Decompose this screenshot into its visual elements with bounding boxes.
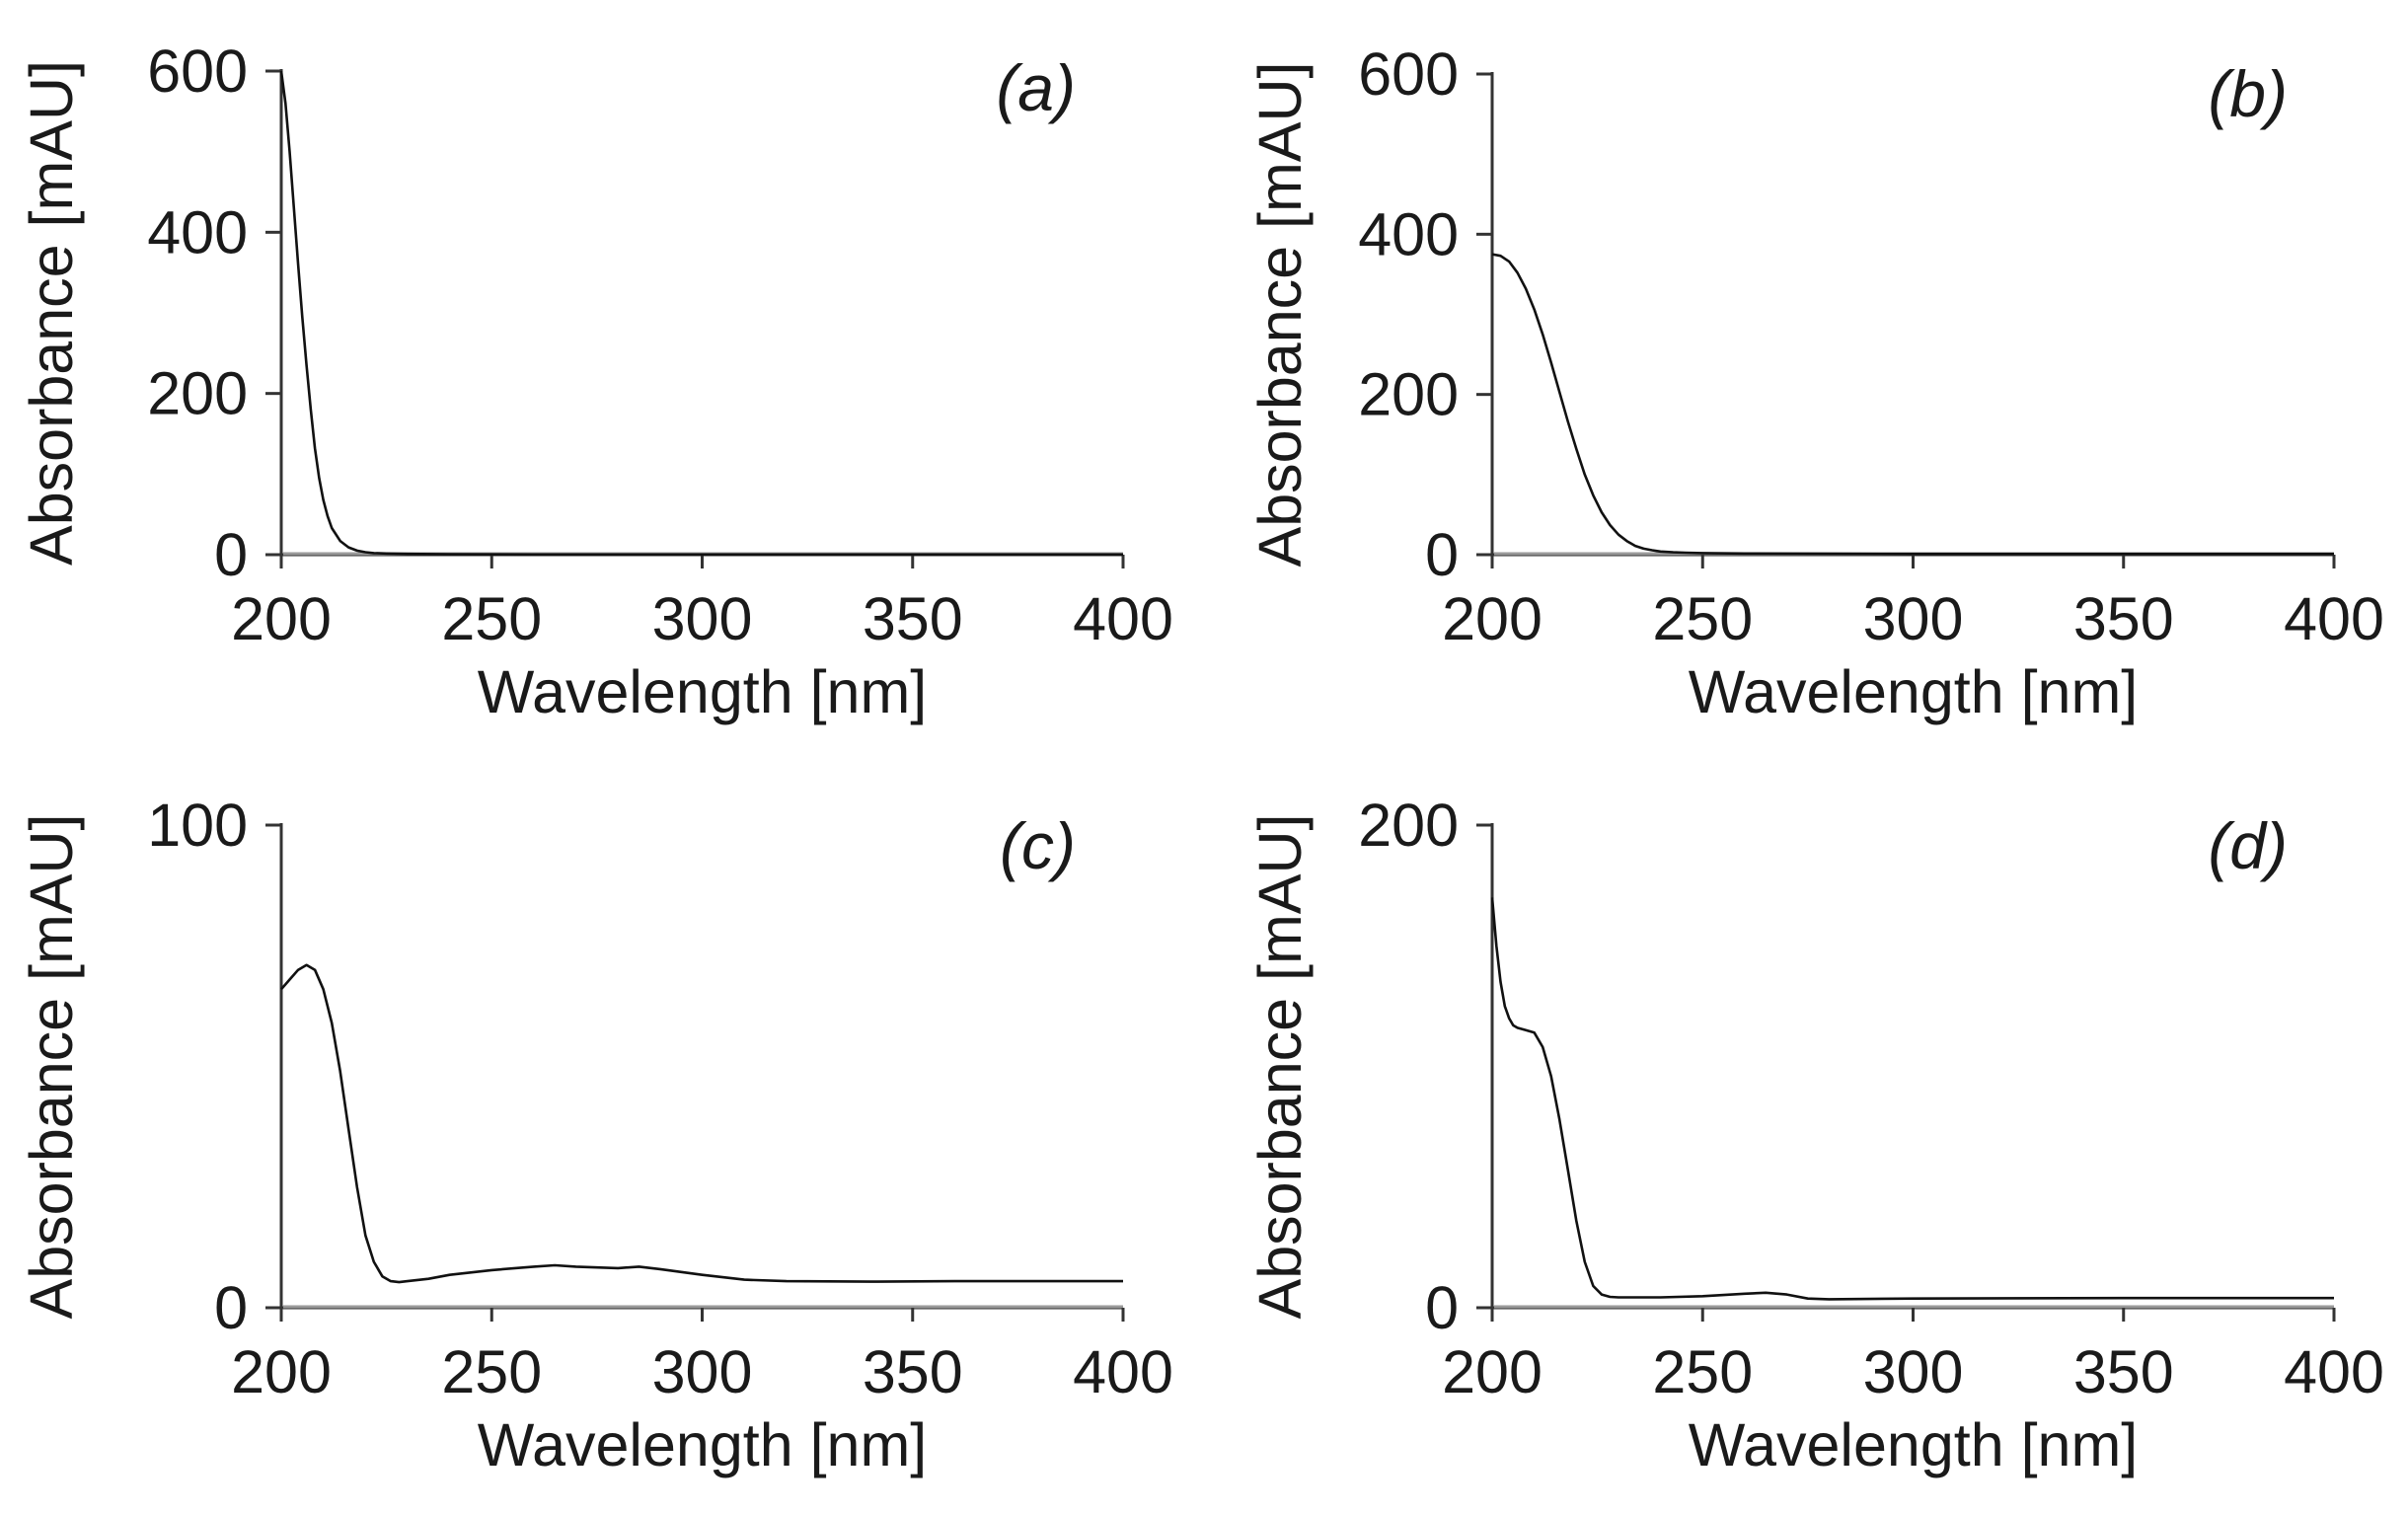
y-axis-title: Absorbance [mAU] — [1246, 62, 1314, 568]
y-tick-label: 0 — [214, 1274, 248, 1341]
x-tick-label: 400 — [1073, 1338, 1173, 1405]
y-tick-label: 100 — [147, 792, 248, 859]
y-tick-label: 200 — [1358, 361, 1459, 428]
series-line-c-spectrum — [280, 963, 1123, 1284]
x-tick-label: 200 — [1442, 585, 1543, 652]
panel-label-a: (a) — [996, 51, 1076, 124]
y-axis-title: Absorbance [mAU] — [18, 60, 85, 566]
y-tick-label: 0 — [214, 521, 248, 588]
x-tick-label: 350 — [863, 1338, 963, 1405]
y-tick-label: 600 — [147, 38, 248, 105]
x-tick-label: 400 — [2284, 1338, 2384, 1405]
x-tick-label: 250 — [1652, 585, 1753, 652]
x-tick-label: 350 — [2073, 585, 2174, 652]
panel-label-b: (b) — [2208, 57, 2288, 130]
y-tick-label: 400 — [1358, 200, 1459, 267]
x-tick-label: 300 — [652, 585, 753, 652]
x-tick-label: 350 — [863, 585, 963, 652]
panel-c: 200 250 300 350 400 0 100 Wavelength [nm] Absorb… — [18, 792, 1173, 1478]
panel-label-d: (d) — [2208, 809, 2288, 882]
x-tick-label: 200 — [1442, 1338, 1543, 1405]
x-axis-title: Wavelength [nm] — [478, 1411, 927, 1478]
x-tick-label: 250 — [441, 585, 542, 652]
x-tick-label: 400 — [2284, 585, 2384, 652]
y-tick-label: 0 — [1425, 521, 1459, 588]
y-tick-label: 600 — [1358, 40, 1459, 108]
x-axis-title: Wavelength [nm] — [1689, 1411, 2138, 1478]
x-tick-label: 300 — [1863, 1338, 1964, 1405]
x-tick-label: 300 — [652, 1338, 753, 1405]
x-tick-label: 250 — [1652, 1338, 1753, 1405]
x-axis-title: Wavelength [nm] — [478, 658, 927, 725]
x-tick-label: 250 — [441, 1338, 542, 1405]
x-tick-label: 200 — [231, 585, 332, 652]
x-tick-label: 200 — [231, 1338, 332, 1405]
y-axis-title: Absorbance [mAU] — [18, 814, 85, 1320]
y-tick-label: 200 — [1358, 792, 1459, 859]
series-line-b-spectrum — [1491, 253, 2334, 556]
series-line-d-spectrum — [1490, 897, 2334, 1301]
panel-label-c: (c) — [1000, 809, 1076, 882]
y-axis-title: Absorbance [mAU] — [1246, 814, 1314, 1320]
x-tick-label: 350 — [2073, 1338, 2174, 1405]
y-tick-label: 400 — [147, 198, 248, 265]
x-axis-title: Wavelength [nm] — [1689, 658, 2138, 725]
y-tick-label: 200 — [147, 360, 248, 427]
x-tick-label: 400 — [1073, 585, 1173, 652]
x-tick-label: 300 — [1863, 585, 1964, 652]
series-line-a-spectrum — [279, 70, 1123, 557]
y-tick-label: 0 — [1425, 1274, 1459, 1341]
